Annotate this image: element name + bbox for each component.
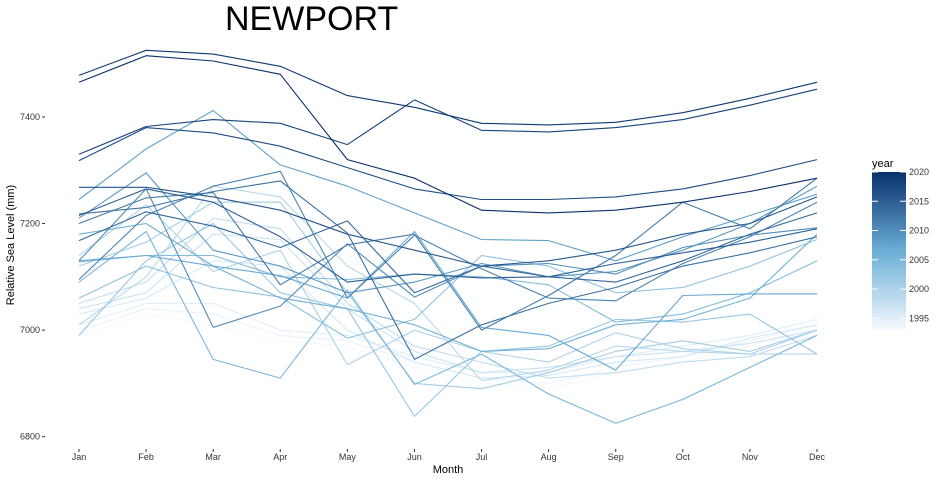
x-axis-title: Month (433, 464, 464, 476)
series-line-2016 (79, 186, 818, 267)
series-line-2011 (78, 170, 818, 302)
series-line-2000 (78, 204, 818, 366)
x-tick-label: May (339, 452, 357, 462)
legend-tick-label: 2005 (909, 255, 929, 265)
series-line-2015 (78, 188, 818, 283)
x-tick-label: Apr (273, 452, 287, 462)
x-tick-label: Mar (205, 452, 221, 462)
legend-tick-label: 2015 (909, 196, 929, 206)
series-line-2013 (78, 180, 818, 360)
series-line-1998 (78, 217, 818, 379)
series-line-1996 (78, 260, 818, 379)
x-axis: Jan Feb Mar Apr May Jun Jul Aug Sep Oct Nov Dec (72, 449, 826, 462)
x-tick-label: Oct (676, 452, 691, 462)
x-tick-label: Feb (138, 452, 154, 462)
legend-tick-label: 2000 (909, 284, 929, 294)
series-line-2019 (78, 49, 818, 126)
series-line-2003 (78, 238, 818, 339)
chart-title: NEWPORT (225, 0, 398, 38)
x-tick-label: Dec (809, 452, 826, 462)
series-line-2002 (78, 222, 818, 417)
x-tick-label: Jul (476, 452, 488, 462)
series-lines (78, 49, 818, 424)
series-line-2009 (78, 172, 818, 294)
legend-tick-label: 2020 (909, 167, 929, 177)
legend-tick-label: 1995 (909, 313, 929, 323)
series-line-2008 (78, 109, 818, 262)
series-line-2001 (78, 201, 818, 390)
series-line-2018 (78, 88, 818, 155)
x-tick-label: Nov (742, 452, 759, 462)
y-tick-label: 7400 (20, 112, 40, 122)
x-tick-label: Sep (608, 452, 624, 462)
year-legend: year 1995 2000 2005 2010 2015 2020 (872, 158, 929, 330)
legend-title: year (872, 158, 894, 170)
x-tick-label: Jan (72, 452, 87, 462)
series-line-2017 (78, 127, 818, 201)
y-tick-label: 6800 (20, 432, 40, 442)
series-line-2012 (78, 177, 818, 331)
series-line-2006 (78, 222, 818, 352)
series-line-2014 (78, 211, 818, 294)
legend-tick-label: 2010 (909, 226, 929, 236)
series-line-1994 (78, 308, 818, 384)
series-line-2005 (78, 230, 818, 424)
series-line-2020 (78, 55, 818, 214)
x-tick-label: Jun (407, 452, 422, 462)
x-tick-label: Aug (541, 452, 557, 462)
series-line-1993 (78, 313, 818, 390)
y-tick-label: 7200 (20, 219, 40, 229)
y-axis-title: Relative Sea Level (mm) (5, 185, 17, 305)
legend-colorbar (872, 172, 906, 330)
y-tick-label: 7000 (20, 325, 40, 335)
y-axis: 6800 7000 7200 7400 (20, 112, 45, 442)
